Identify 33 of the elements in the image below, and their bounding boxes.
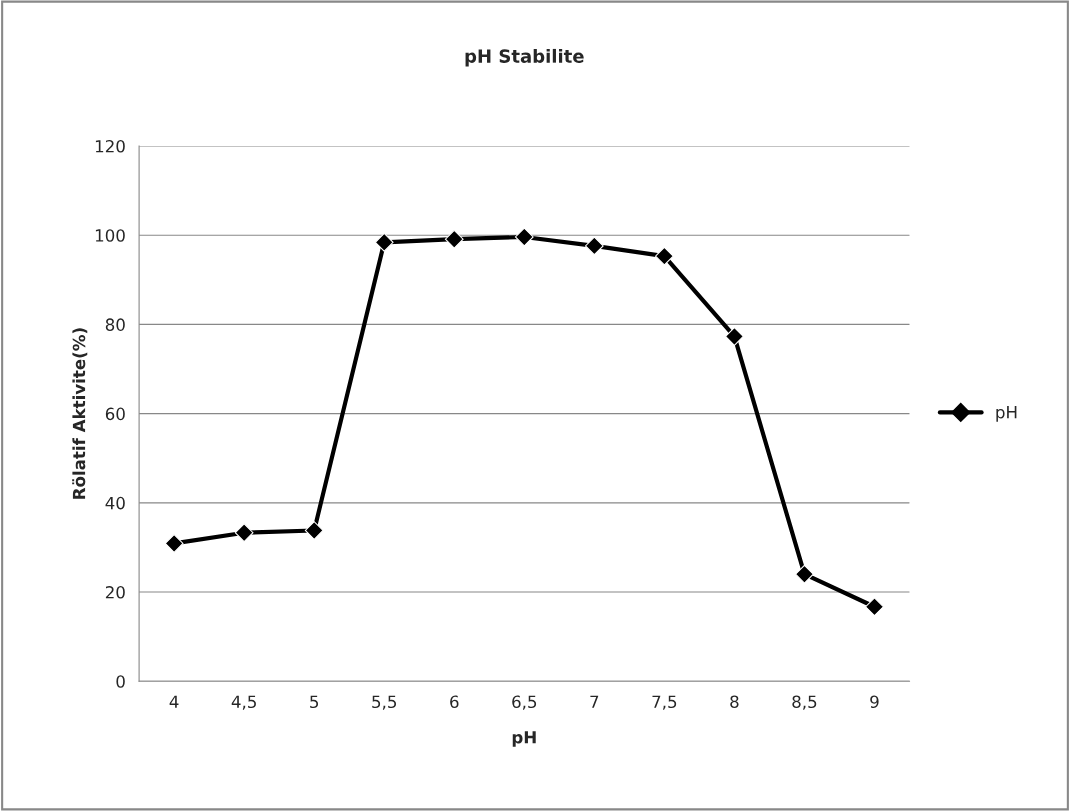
point xyxy=(655,246,674,266)
x-tick-label: 5 xyxy=(310,695,319,709)
x-tick-label: 7,5 xyxy=(652,695,677,710)
point xyxy=(444,229,464,249)
y-tick-label: 80 xyxy=(105,318,125,331)
y-tick-label: 120 xyxy=(95,139,125,153)
x-tick-label: 9 xyxy=(870,695,879,709)
legend-label: pH xyxy=(996,406,1017,422)
x-tick-label: 4 xyxy=(169,695,179,708)
x-tick-label: 6 xyxy=(450,695,459,709)
x-tick-label: 6,5 xyxy=(512,695,537,710)
point xyxy=(865,597,884,617)
point xyxy=(795,564,814,584)
y-tick-label: 100 xyxy=(95,229,125,242)
y-tick-label: 40 xyxy=(105,496,125,510)
point xyxy=(374,232,394,252)
x-tick-label: 4,5 xyxy=(231,695,256,710)
y-tick-label: 0 xyxy=(116,675,125,688)
x-axis-title: pH xyxy=(512,731,536,747)
y-axis-title: Rölatif Aktivite(%) xyxy=(72,328,88,499)
chart-title: pH Stabilite xyxy=(465,48,584,67)
x-tick-label: 8,5 xyxy=(792,695,817,710)
y-tick-label: 60 xyxy=(105,407,125,421)
point xyxy=(234,523,254,543)
point xyxy=(304,521,324,540)
point xyxy=(514,227,534,247)
point xyxy=(584,236,604,256)
y-tick-label: 20 xyxy=(105,585,125,599)
x-tick-label: 8 xyxy=(730,695,739,709)
x-tick-label: 5,5 xyxy=(372,695,397,710)
point xyxy=(725,327,744,346)
point xyxy=(164,534,184,553)
x-tick-label: 7 xyxy=(590,695,599,708)
